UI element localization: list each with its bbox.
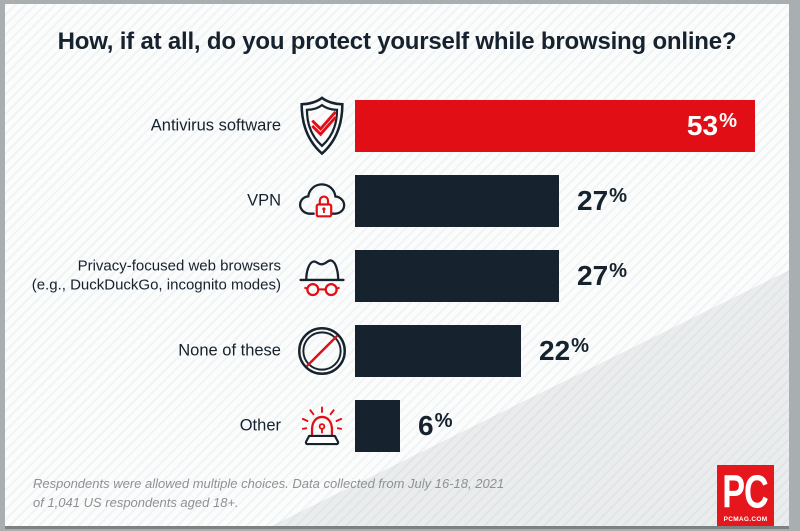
footnote: Respondents were allowed multiple choice… bbox=[33, 475, 504, 513]
chart-row-siren: Other 6% bbox=[5, 400, 789, 452]
footnote-line-2: of 1,041 US respondents aged 18+. bbox=[33, 494, 239, 510]
chart-row-shield-check: Antivirus software 53% bbox=[5, 96, 789, 156]
chart-row-incognito: Privacy-focused web browsers (e.g., DuckD… bbox=[5, 250, 789, 302]
chart-row-cloud-lock: VPN 27% bbox=[5, 175, 789, 227]
percent-sign: % bbox=[434, 409, 453, 432]
bar-cloud-lock bbox=[355, 175, 559, 227]
percent-sign: % bbox=[609, 184, 628, 207]
prohibition-icon bbox=[288, 319, 355, 383]
chart-row-prohibition: None of these 22% bbox=[5, 325, 789, 377]
bar-siren bbox=[355, 400, 400, 452]
category-label-incognito: Privacy-focused web browsers (e.g., DuckD… bbox=[31, 257, 281, 293]
incognito-icon bbox=[288, 244, 355, 308]
value-label-cloud-lock: 27% bbox=[577, 184, 628, 216]
value-label-siren: 6% bbox=[418, 409, 453, 441]
bar-shield-check: 53% bbox=[355, 100, 755, 152]
category-label-siren: Other bbox=[239, 416, 281, 435]
bar-incognito bbox=[355, 250, 559, 302]
category-label-prohibition: None of these bbox=[178, 341, 281, 360]
siren-icon bbox=[288, 394, 355, 458]
percent-sign: % bbox=[571, 334, 590, 357]
pcmag-logo-domain: PCMAG.COM bbox=[723, 516, 768, 523]
category-label-cloud-lock: VPN bbox=[247, 191, 281, 210]
bar-prohibition bbox=[355, 325, 521, 377]
category-label-shield-check: Antivirus software bbox=[150, 116, 281, 135]
value-label-incognito: 27% bbox=[577, 259, 628, 291]
value-label-prohibition: 22% bbox=[539, 334, 590, 366]
bar-chart: Antivirus software 53% VPN 27% Privacy-focus… bbox=[5, 4, 789, 526]
chart-title: How, if at all, do you protect yourself … bbox=[57, 28, 737, 55]
percent-sign: % bbox=[719, 109, 737, 132]
pcmag-logo-text: PC bbox=[722, 464, 770, 518]
footnote-line-1: Respondents were allowed multiple choice… bbox=[33, 476, 505, 491]
infographic-card: How, if at all, do you protect yourself … bbox=[5, 4, 789, 526]
value-label-shield-check: 53% bbox=[686, 109, 737, 141]
pcmag-logo: PC PCMAG.COM bbox=[717, 465, 774, 526]
shield-check-icon bbox=[288, 94, 355, 158]
percent-sign: % bbox=[609, 259, 628, 282]
cloud-lock-icon bbox=[288, 169, 355, 233]
